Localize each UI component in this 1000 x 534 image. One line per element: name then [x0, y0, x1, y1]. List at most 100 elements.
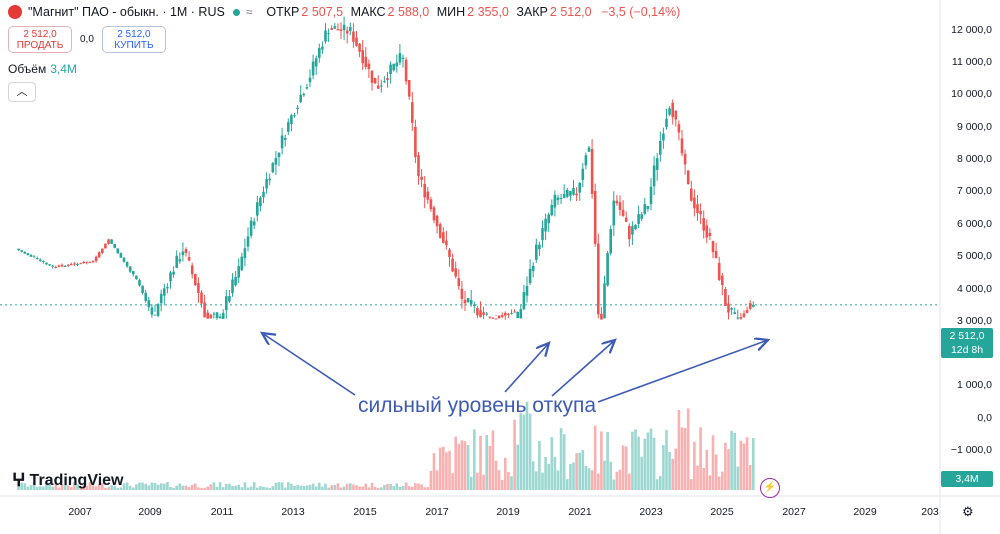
candle-body [60, 264, 64, 267]
bar-countdown: 12d 8h [950, 344, 984, 356]
volume-bar [736, 466, 740, 490]
volume-bar [597, 473, 600, 490]
volume-bar [48, 482, 51, 490]
volume-bar [178, 483, 182, 490]
volume-bar [358, 486, 361, 490]
candle-body [411, 102, 414, 123]
x-tick-label: 2009 [138, 506, 162, 518]
candle-body [296, 107, 299, 110]
volume-bar [457, 443, 461, 490]
volume-bar [414, 483, 417, 490]
compare-icon[interactable]: ≈ [245, 5, 253, 19]
volume-bar [246, 487, 250, 490]
volume-bar [398, 486, 402, 490]
high-label: МАКС [350, 5, 386, 19]
candle-body [159, 293, 163, 304]
volume-bar [690, 479, 693, 490]
candle-body [652, 165, 656, 187]
candle-body [389, 64, 392, 75]
candle-body [327, 33, 330, 35]
y-tick-label: 5 000,0 [957, 250, 992, 262]
candle-body [494, 318, 498, 320]
volume-bar [299, 485, 302, 490]
volume-bar [339, 487, 343, 490]
settings-gear-icon[interactable]: ⚙ [962, 504, 974, 519]
candle-body [451, 258, 454, 272]
volume-bar [547, 463, 550, 490]
low-label: МИН [436, 5, 466, 19]
candle-body [97, 252, 101, 258]
candle-body [736, 317, 740, 319]
buy-button[interactable]: 2 512,0 КУПИТЬ [101, 26, 166, 53]
volume-bar [739, 440, 743, 490]
volume-bar [135, 484, 138, 490]
y-tick-label: 1 000,0 [957, 379, 992, 391]
volume-bar [488, 445, 492, 490]
volume-bar [200, 487, 203, 490]
open-value: 2 507,5 [301, 5, 344, 19]
volume-bar [683, 428, 687, 490]
candle-body [35, 258, 39, 259]
candle-body [122, 257, 126, 262]
buy-price: 2 512,0 [117, 28, 151, 40]
change-value: −3,5 (−0,14%) [601, 5, 681, 19]
candle-body [646, 206, 650, 209]
volume-bar [525, 401, 529, 490]
candle-body [435, 215, 439, 227]
volume-bar [544, 456, 547, 490]
candle-body [349, 26, 352, 32]
volume-bar [97, 483, 101, 490]
candle-body [414, 126, 417, 158]
volume-bar [234, 485, 237, 490]
volume-bar [550, 437, 554, 490]
volume-bar [156, 484, 160, 490]
volume-bar [218, 482, 222, 490]
volume-bar [60, 484, 64, 490]
volume-bar [271, 486, 275, 490]
candle-body [460, 288, 464, 299]
candle-body [26, 253, 30, 256]
x-tick-label: 2021 [568, 506, 592, 518]
candle-body [559, 198, 563, 200]
volume-bar [54, 484, 58, 490]
volume-bar [438, 447, 442, 490]
volume-bar [423, 487, 426, 490]
candle-body [693, 197, 696, 209]
candle-body [426, 191, 430, 200]
candle-body [578, 182, 581, 193]
lightning-icon[interactable]: ⚡ [760, 478, 780, 498]
volume-bar [163, 483, 166, 490]
candle-body [519, 309, 523, 319]
candle-body [234, 276, 237, 286]
candle-body [597, 243, 600, 315]
sell-button[interactable]: 2 512,0 ПРОДАТЬ [8, 26, 72, 53]
candle-body [150, 307, 154, 315]
candle-body [85, 261, 89, 263]
candle-body [497, 315, 501, 319]
buy-label: КУПИТЬ [114, 39, 154, 51]
candle-body [237, 266, 240, 278]
volume-bar [324, 483, 327, 490]
candle-body [479, 310, 482, 318]
magnit-logo-icon [8, 5, 22, 19]
tradingview-logo[interactable]: ⵖ TradingView [12, 470, 124, 491]
volume-bar [66, 485, 70, 490]
volume-bar [367, 487, 371, 490]
collapse-chevron-icon[interactable]: ︿ [8, 82, 36, 102]
x-tick-label: 2007 [68, 506, 92, 518]
candle-body [212, 313, 216, 315]
volume-bar [473, 429, 476, 490]
volume-bar [82, 483, 85, 490]
symbol-title[interactable]: "Магнит" ПАО - обыкн. · 1М · RUS [28, 5, 225, 19]
volume-bar [141, 482, 144, 490]
candle-body [637, 214, 640, 224]
candle-body [649, 186, 653, 205]
candle-body [39, 259, 42, 261]
candle-body [640, 214, 643, 219]
volume-bar [138, 482, 141, 490]
volume-bar [265, 487, 268, 490]
candle-body [101, 248, 104, 253]
volume-bar [116, 487, 120, 490]
volume-bar [333, 485, 337, 490]
